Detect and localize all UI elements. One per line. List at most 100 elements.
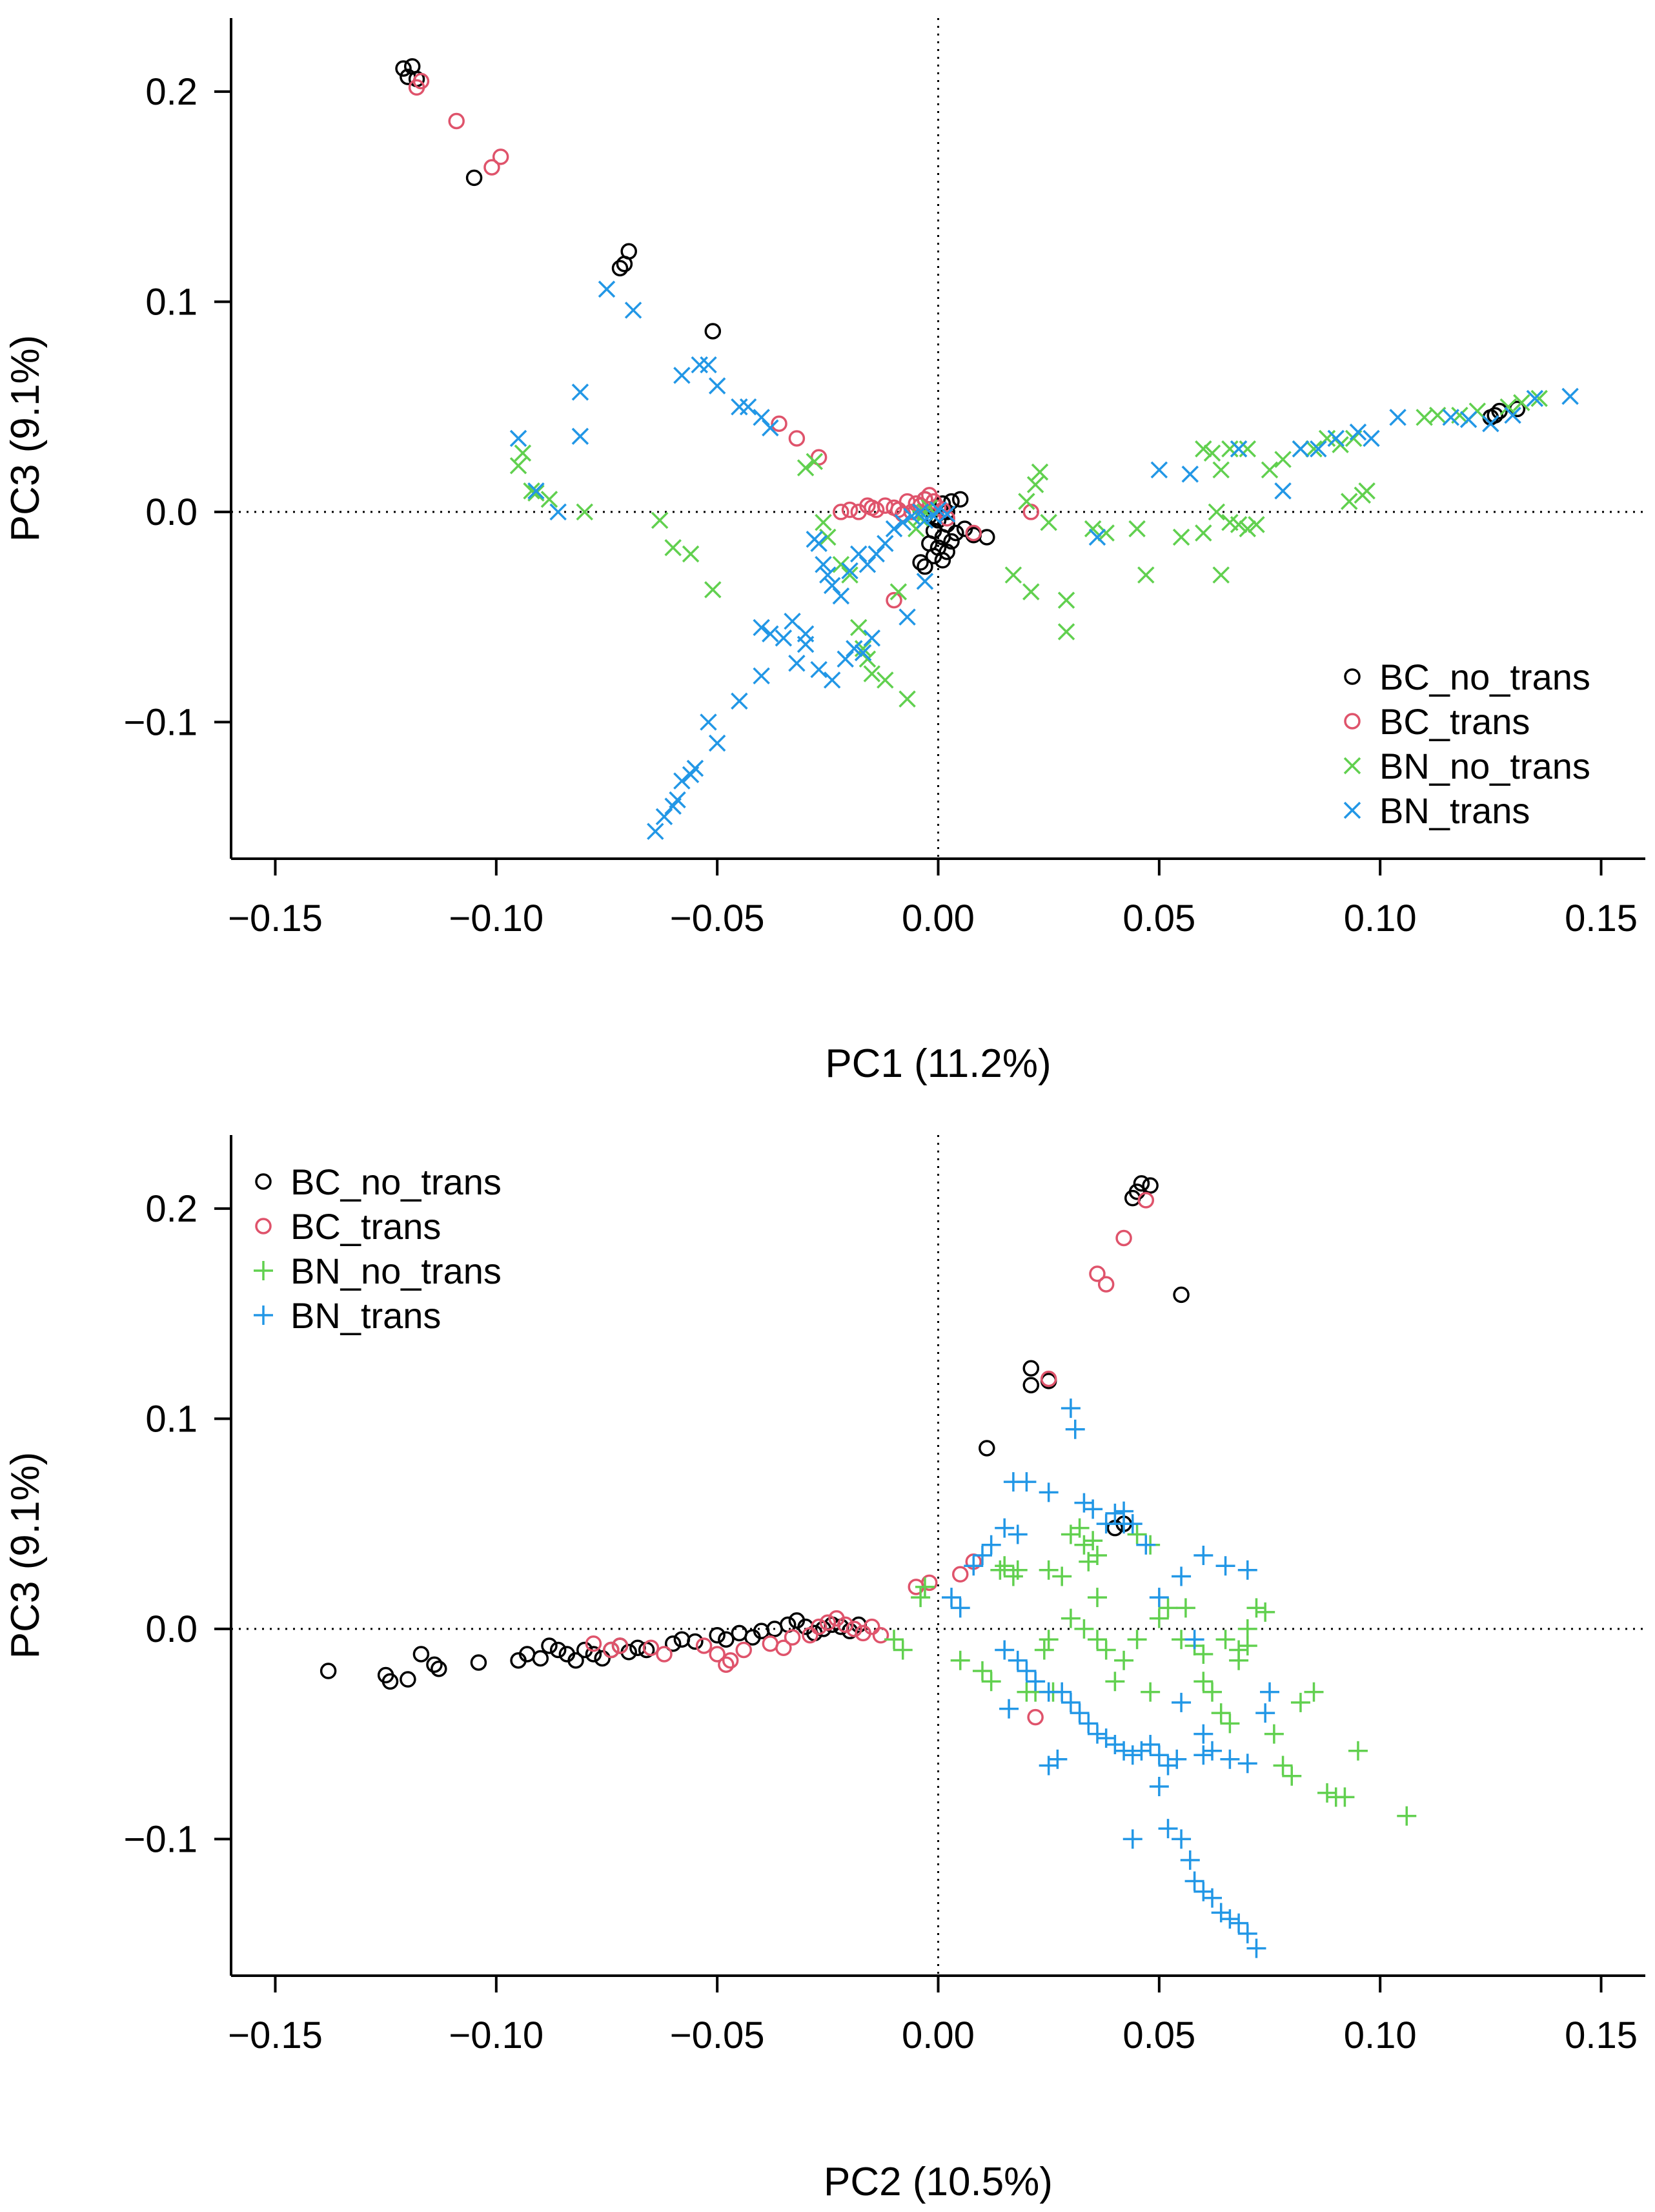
series-BN_trans [942, 1398, 1280, 1958]
point-BN_trans [1172, 1566, 1192, 1586]
point-BC_trans [611, 1637, 629, 1654]
point-BC_trans [603, 1641, 620, 1659]
legend-label: BC_trans [290, 1206, 441, 1247]
point-BN_trans [1167, 1749, 1187, 1769]
point-BN_trans [819, 566, 837, 584]
point-BN_trans [858, 556, 877, 573]
point-BN_no_trans [911, 1588, 931, 1608]
point-BN_trans [1017, 1661, 1037, 1681]
point-BC_no_trans [465, 169, 483, 187]
data-points [395, 58, 1579, 840]
point-BN_no_trans [1172, 528, 1190, 546]
point-BN_no_trans [1034, 1640, 1054, 1660]
point-BN_no_trans [1079, 1551, 1099, 1572]
point-BN_trans [1220, 1909, 1240, 1929]
point-BC_trans [864, 1618, 880, 1635]
point-BC_no_trans [426, 1656, 443, 1674]
point-BN_no_trans [1211, 1703, 1231, 1723]
point-BN_no_trans [1114, 1650, 1134, 1670]
point-BN_trans [1114, 1741, 1134, 1761]
point-BC_trans [899, 493, 916, 510]
point-BN_trans [942, 1588, 962, 1608]
point-BN_trans [673, 367, 691, 384]
point-BC_trans [585, 1635, 602, 1652]
point-BC_no_trans [979, 1440, 995, 1457]
point-BN_no_trans [1175, 1598, 1195, 1618]
point-BN_trans [655, 808, 673, 826]
point-BN_trans [673, 772, 691, 790]
point-BN_trans [1083, 1499, 1103, 1519]
point-BN_trans [753, 619, 770, 637]
point-BN_no_trans [1105, 1672, 1125, 1692]
point-BC_trans [722, 1652, 739, 1669]
point-BN_no_trans [1248, 516, 1265, 533]
point-BC_no_trans [704, 323, 722, 340]
point-BN_trans [1039, 1482, 1059, 1502]
point-BC_trans [886, 591, 902, 609]
point-BN_trans [1149, 1777, 1169, 1797]
point-BC_no_trans [687, 1633, 704, 1650]
point-BN_no_trans [1008, 1560, 1028, 1580]
x-tick-label: 0.15 [1565, 897, 1638, 939]
point-BC_no_trans [395, 60, 412, 77]
point-BN_no_trans [1304, 1682, 1324, 1702]
point-BC_trans [492, 148, 509, 165]
point-BC_trans [1097, 1276, 1115, 1293]
x-tick-label: 0.05 [1122, 897, 1195, 939]
legend-label: BC_no_trans [1379, 657, 1590, 697]
point-BN_trans [527, 482, 545, 500]
point-BN_trans [1255, 1703, 1275, 1723]
point-BN_trans [784, 612, 801, 630]
point-BC_trans [762, 1635, 779, 1652]
point-BN_trans [1008, 1524, 1028, 1544]
point-BN_trans [1193, 1745, 1213, 1765]
point-BN_no_trans [1255, 1602, 1275, 1622]
legend-marker [1343, 801, 1361, 819]
x-tick-label: −0.05 [670, 2014, 765, 2056]
point-BN_no_trans [1246, 1598, 1266, 1618]
legend-item: BC_trans [255, 1206, 441, 1247]
point-BN_no_trans [1084, 520, 1102, 538]
series-BN_trans [509, 280, 1579, 840]
point-BC_trans [788, 430, 806, 447]
point-BN_trans [810, 661, 828, 679]
series-BC_trans [408, 72, 1040, 609]
point-BN_trans [885, 520, 903, 538]
x-tick-label: 0.10 [1344, 897, 1417, 939]
x-axis-label: PC2 (10.5%) [824, 2160, 1053, 2204]
point-BN_no_trans [527, 484, 545, 502]
point-BN_no_trans [576, 503, 593, 521]
point-BC_trans [775, 1639, 792, 1656]
point-BC_trans [656, 1646, 673, 1663]
point-BC_trans [837, 1616, 854, 1633]
point-BN_trans [1442, 409, 1459, 426]
point-BN_trans [1065, 1419, 1085, 1439]
x-tick-label: −0.15 [228, 897, 323, 939]
point-BC_no_trans [948, 524, 964, 542]
point-BN_trans [810, 535, 828, 552]
point-BN_trans [1180, 1850, 1200, 1870]
point-BN_trans [1079, 1714, 1099, 1734]
point-BN_no_trans [884, 1630, 904, 1650]
point-BN_trans [731, 398, 748, 416]
point-BN_no_trans [1397, 1806, 1417, 1826]
y-tick-label: −0.1 [124, 701, 198, 743]
point-BN_no_trans [1237, 1619, 1257, 1639]
point-BN_trans [739, 398, 757, 416]
point-BN_no_trans [850, 619, 868, 637]
point-BN_trans [753, 667, 770, 685]
y-tick-label: 0.2 [145, 71, 198, 113]
point-BC_trans [841, 501, 858, 518]
point-BN_trans [1215, 1556, 1235, 1576]
point-BN_no_trans [1127, 1524, 1147, 1544]
point-BC_trans [810, 1618, 828, 1635]
y-tick-label: 0.2 [145, 1188, 198, 1230]
point-BN_trans [1017, 1472, 1037, 1492]
x-tick-label: −0.10 [449, 897, 543, 939]
point-BN_trans [1203, 1741, 1223, 1761]
point-BN_trans [854, 644, 872, 662]
point-BN_no_trans [1193, 1672, 1213, 1692]
point-BN_trans [571, 384, 589, 401]
point-BN_trans [877, 535, 894, 552]
